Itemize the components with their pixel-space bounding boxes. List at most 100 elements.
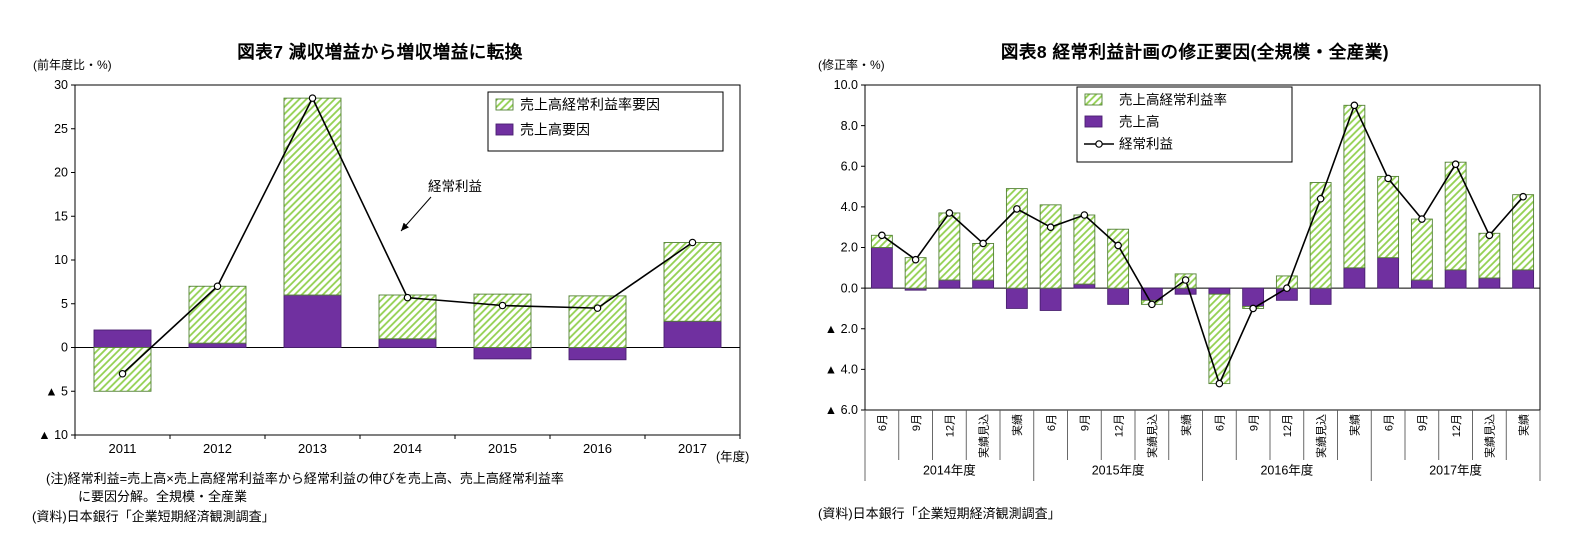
bar-sales-segment [1309, 287, 1332, 305]
bar-rate-segment [1377, 175, 1400, 259]
line-marker [1485, 231, 1494, 240]
y-tick-label: 15 [54, 209, 68, 223]
bar-rate-segment [93, 347, 152, 392]
x-tick-label: 2012 [203, 441, 232, 456]
y-tick-label: 25 [54, 122, 68, 136]
bar-rate-segment [972, 242, 995, 281]
bar-sales-segment [473, 347, 532, 360]
bar-sales-segment [1478, 277, 1501, 289]
line-marker [1215, 379, 1224, 388]
line-marker [1080, 211, 1089, 219]
line-marker [1249, 304, 1257, 313]
bar-sales-segment [283, 294, 342, 348]
x-tick-label: 6月 [1215, 414, 1227, 431]
line-marker [1350, 101, 1359, 110]
bar-rate-segment [1073, 214, 1096, 285]
y-tick-label: ▲ 10 [38, 428, 68, 442]
x-tick-label: 2014 [393, 441, 422, 456]
y-tick-label: 6.0 [841, 159, 858, 173]
chart7-x-axis-unit: (年度) [716, 450, 750, 464]
bar-rate-segment [1309, 182, 1332, 289]
legend-line-marker [1095, 140, 1103, 148]
bar-rate-segment [663, 242, 722, 322]
line-marker [308, 94, 317, 102]
line-series [881, 103, 1524, 386]
bar-rate-segment [1478, 232, 1501, 279]
x-tick-label: 12月 [945, 414, 957, 437]
y-tick-label: 0 [61, 341, 68, 355]
x-tick-label: 12月 [1282, 414, 1294, 437]
y-tick-label: 0.0 [841, 281, 858, 295]
line-marker [1114, 241, 1122, 250]
line-marker [1148, 300, 1156, 309]
x-tick-label: 実績見込 [1145, 414, 1159, 458]
line-marker [1519, 192, 1527, 201]
x-tick-label: 2017 [678, 441, 707, 456]
line-marker [1316, 194, 1325, 203]
group-label: 2017年度 [1429, 463, 1482, 478]
chart7-source: (資料)日本銀行「企業短期経済観測調査」 [32, 509, 275, 524]
x-tick-label: 2015 [488, 441, 517, 456]
line-marker [1384, 174, 1392, 183]
legend-label: 売上高要因 [520, 122, 590, 138]
bar-sales-segment [93, 329, 152, 348]
bar-sales-segment [870, 247, 893, 289]
x-tick-label: 実績 [1348, 414, 1362, 436]
line-annotation: 経常利益 [428, 179, 482, 194]
y-tick-label: 10.0 [834, 78, 858, 92]
bar-sales-segment [972, 279, 995, 289]
line-marker [911, 255, 920, 264]
bar-sales-segment [1208, 287, 1231, 295]
x-tick-label: 9月 [1248, 414, 1260, 431]
bar-sales-segment [1512, 269, 1535, 289]
x-tick-label: 実績見込 [1314, 414, 1328, 458]
bar-sales-segment [568, 347, 627, 361]
chart8-title: 図表8 経常利益計画の修正要因(全規模・全産業) [1000, 42, 1390, 62]
bar-sales-segment [1073, 283, 1096, 289]
y-tick-label: ▲ 5 [45, 384, 68, 398]
bar-sales-segment [1410, 279, 1433, 289]
line-marker [593, 304, 602, 312]
legend-box [1076, 86, 1293, 163]
bar-sales-segment [188, 342, 247, 348]
y-tick-label: ▲ 4.0 [825, 363, 858, 377]
line-marker [1418, 215, 1426, 223]
y-tick-label: 5 [61, 297, 68, 311]
legend-rate-swatch [495, 98, 514, 111]
x-tick-label: 実績 [1516, 414, 1530, 436]
line-marker [498, 301, 507, 310]
x-tick-label: 6月 [1046, 414, 1058, 431]
line-marker [1451, 160, 1460, 169]
bar-rate-segment [568, 295, 627, 348]
y-tick-label: 8.0 [841, 119, 858, 133]
x-tick-label: 9月 [1080, 414, 1092, 431]
y-tick-label: 20 [54, 166, 68, 180]
chart8-plot: 10.0 8.0 6.0 4.0 2.0 0.0 ▲ 2.0 ▲ 4.0 ▲ 6.0 6月 9月 12… [825, 78, 1541, 481]
chart8-y-axis-unit: (修正率・%) [818, 58, 885, 72]
x-tick-label: 9月 [911, 414, 923, 431]
line-marker [688, 238, 697, 247]
bar-rate-segment [1107, 228, 1130, 289]
x-tick-label: 12月 [1113, 414, 1125, 437]
legend-sales-swatch [495, 123, 514, 136]
bar-rate-segment [1410, 218, 1433, 281]
line-marker [878, 231, 886, 240]
line-marker [1181, 276, 1190, 284]
group-label: 2014年度 [923, 463, 976, 478]
bar-sales-segment [663, 320, 722, 348]
line-marker [979, 239, 987, 248]
chart7-title: 図表7 減収増益から増収増益に転換 [237, 42, 523, 62]
x-tick-label: 実績 [1179, 414, 1193, 436]
legend-label: 売上高経常利益率要因 [520, 97, 660, 113]
x-tick-label: 実績見込 [976, 414, 990, 458]
legend-label: 売上高 [1119, 114, 1160, 130]
x-tick-label: 12月 [1451, 414, 1463, 437]
legend-rate-swatch [1084, 93, 1103, 106]
line-marker [1283, 284, 1291, 292]
bar-sales-segment [1005, 287, 1028, 309]
chart7-y-axis-unit: (前年度比・%) [33, 58, 112, 72]
bar-rate-segment [1343, 104, 1366, 269]
y-tick-label: ▲ 2.0 [825, 322, 858, 336]
y-tick-label: ▲ 6.0 [825, 403, 858, 417]
bar-rate-segment [283, 97, 342, 296]
